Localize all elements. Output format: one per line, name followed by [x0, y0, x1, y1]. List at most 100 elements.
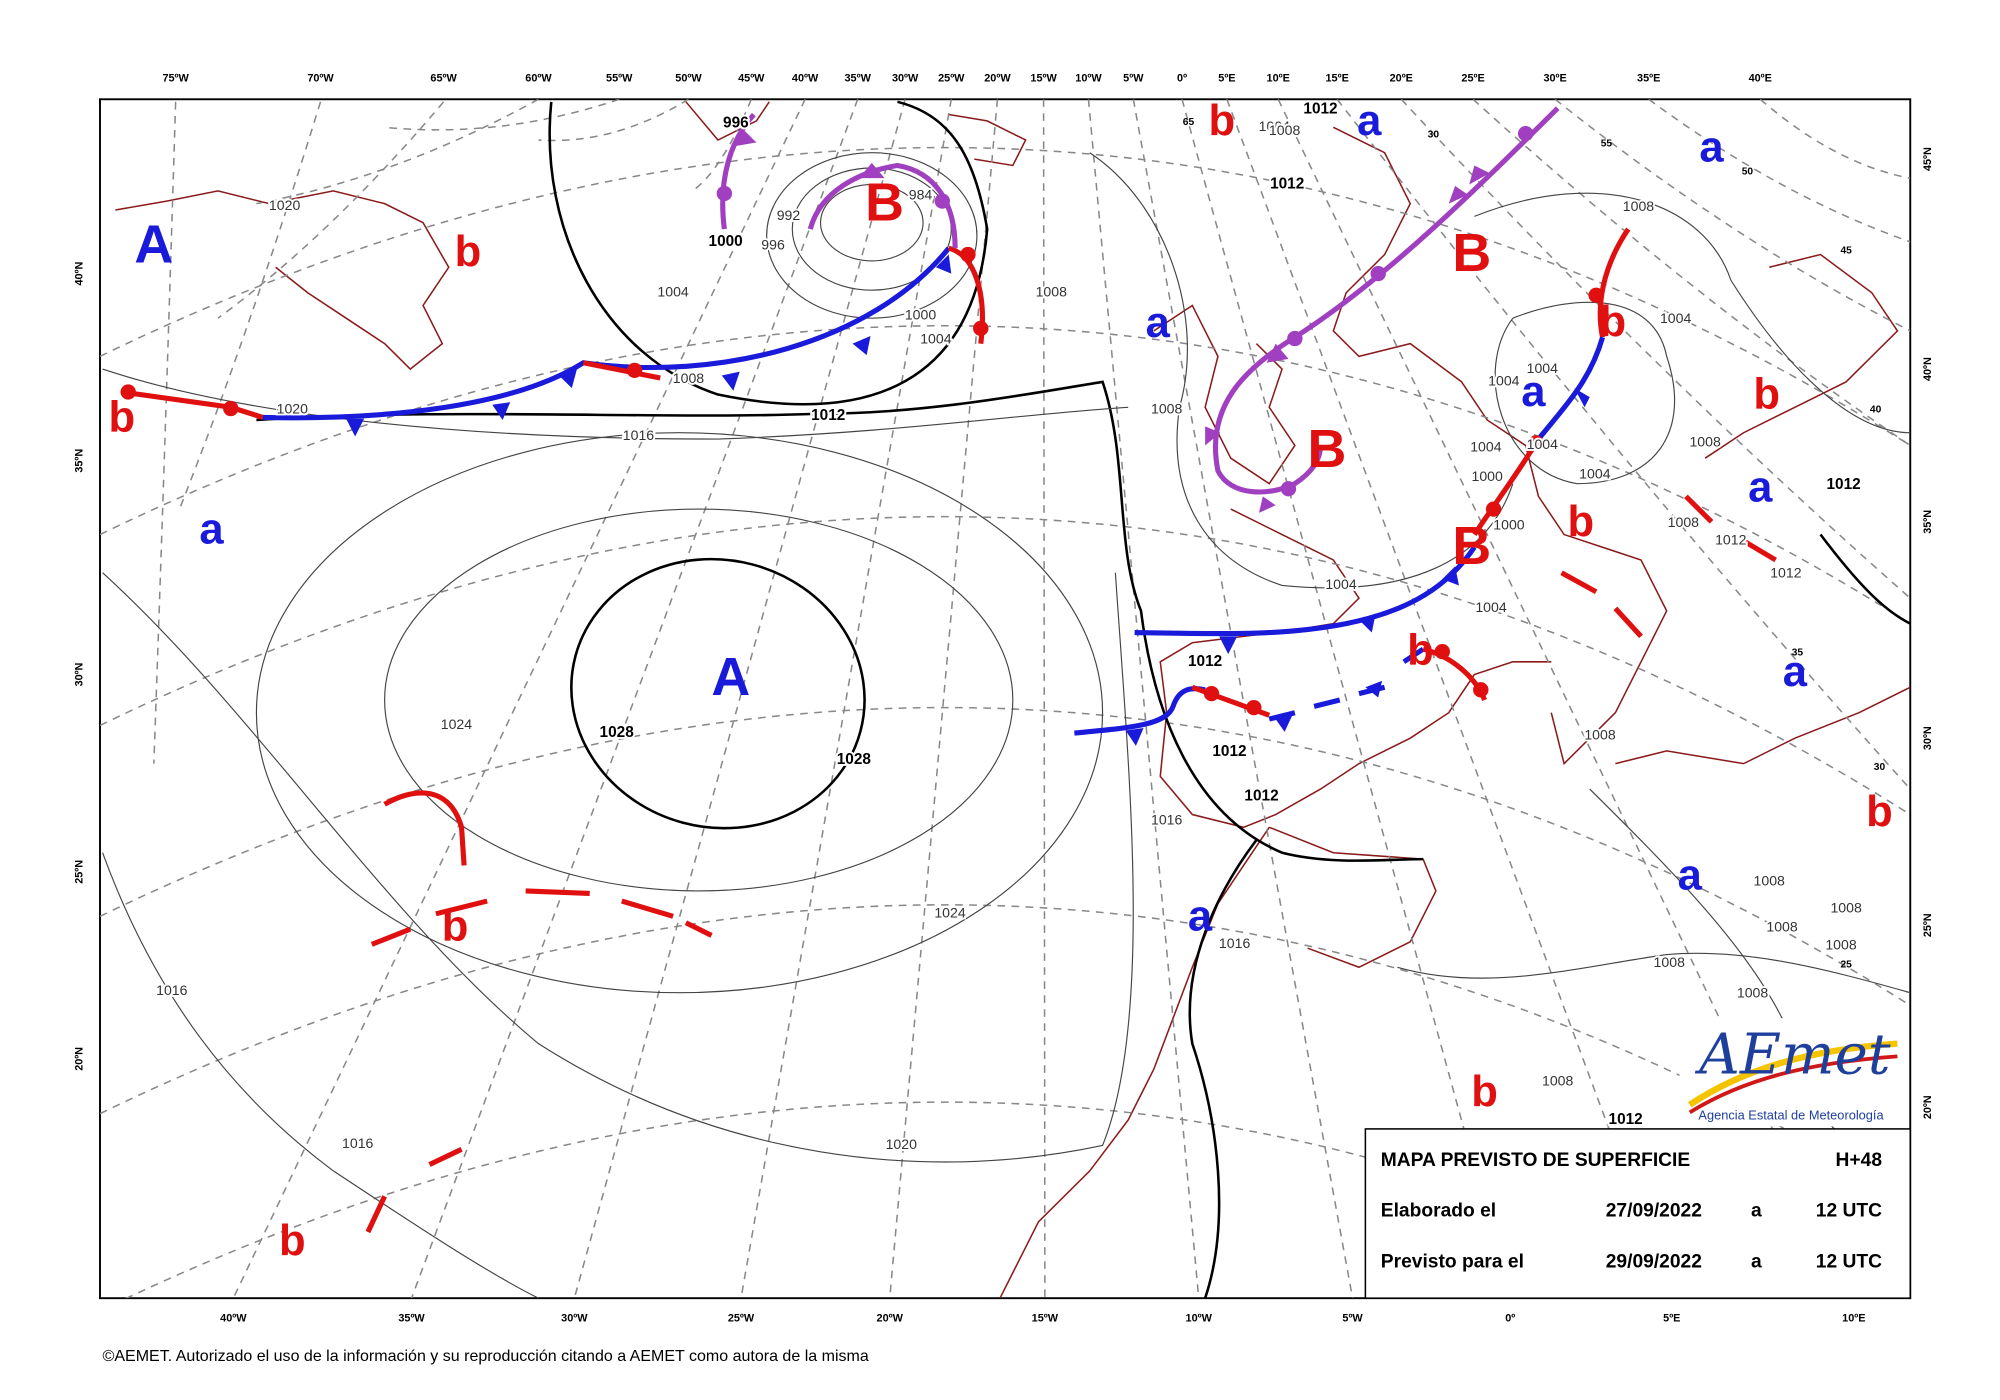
footer: ©AEMET. Autorizado el uso de la informac… [103, 1348, 869, 1365]
isobars [102, 100, 1911, 1299]
top-lon-label: 75ºW [162, 73, 189, 85]
top-lon-label: 60ºW [525, 73, 552, 85]
bottom-lon-label: 20ºW [877, 1312, 904, 1324]
bottom-lon-label: 15ºW [1032, 1312, 1059, 1324]
isobar-label: 1000 [1471, 468, 1503, 484]
meridian [410, 99, 859, 1299]
top-lon-label: 25ºE [1461, 73, 1484, 85]
isobar-label: 1012 [1270, 176, 1304, 193]
left-lat-label: 40ºN [73, 262, 85, 286]
meridian [1759, 99, 1911, 179]
pressure-center: a [1357, 97, 1382, 145]
isobar-label: 1016 [1219, 935, 1251, 951]
isobar-label: 1012 [1188, 653, 1222, 670]
isobar-label: 1008 [1269, 122, 1301, 138]
isobar-label: 1008 [1151, 401, 1183, 417]
isobar-label: 1008 [1654, 954, 1686, 970]
pressure-center: b [1866, 788, 1893, 836]
isobar-label: 1004 [1527, 360, 1559, 376]
isobar-label: 1004 [1475, 599, 1507, 615]
isobar-label: 1016 [1151, 812, 1183, 828]
pressure-center: a [1678, 852, 1703, 900]
isobar-label: 1004 [1259, 118, 1291, 134]
right-lat-label: 40ºN [1922, 357, 1934, 381]
pressure-center: A [711, 647, 750, 707]
meridian [538, 99, 689, 142]
top-lon-label: 55ºW [606, 73, 633, 85]
isobar-label: 1028 [600, 724, 635, 741]
inner-lat-label: 35 [1792, 648, 1804, 659]
isobar-label: 1008 [1754, 873, 1786, 889]
pressure-center: b [1208, 97, 1235, 145]
pressure-center: b [1407, 626, 1434, 674]
isobar-label: 1004 [1579, 465, 1611, 481]
bottom-lon-label: 10ºE [1842, 1312, 1865, 1324]
inner-lat-label: 55 [1601, 139, 1613, 150]
isobar-label: 1012 [1303, 101, 1337, 118]
meridian [1226, 99, 1673, 1299]
info-cell: Elaborado el [1381, 1201, 1496, 1222]
pressure-center: B [865, 172, 904, 232]
info-cell: a [1751, 1201, 1762, 1222]
top-lon-label: 20ºW [984, 73, 1011, 85]
bottom-lon-label: 5ºW [1342, 1312, 1363, 1324]
bottom-lon-label: 30ºW [561, 1312, 588, 1324]
isobar-label: 1012 [1609, 1111, 1643, 1128]
isobar-label: 1020 [277, 401, 309, 417]
top-lon-label: 35ºE [1637, 73, 1660, 85]
top-lon-label: 25ºW [938, 73, 965, 85]
pressure-center: b [1567, 498, 1594, 546]
right-lat-label: 25ºN [1922, 913, 1934, 937]
pressure-center: B [1307, 419, 1346, 479]
pressure-center: a [1188, 892, 1213, 940]
pressure-center: b [1600, 298, 1627, 346]
top-lon-label: 40ºE [1749, 73, 1772, 85]
pressure-center: a [1748, 464, 1773, 512]
top-lon-label: 10ºE [1267, 73, 1290, 85]
left-lat-label: 30ºN [73, 662, 85, 686]
top-lon-label: 15ºW [1030, 73, 1057, 85]
top-lon-label: 5ºE [1218, 73, 1235, 85]
bottom-lon-label: 10ºW [1186, 1312, 1213, 1324]
isobar-label: 992 [777, 207, 801, 223]
isobar-label: 1016 [342, 1135, 374, 1151]
isobar-label: 1016 [623, 427, 655, 443]
isobar-label: 1004 [1488, 373, 1520, 389]
pressure-center: a [199, 506, 224, 554]
left-lat-label: 35ºN [73, 449, 85, 473]
info-cell: 12 UTC [1816, 1201, 1882, 1222]
pressure-center: b [279, 1217, 306, 1265]
info-lead-time: H+48 [1836, 1150, 1883, 1171]
info-title: MAPA PREVISTO DE SUPERFICIE [1381, 1150, 1691, 1171]
logo-name: AEmet [1694, 1023, 1891, 1088]
meridian [1087, 99, 1200, 1299]
isobar-label: 1008 [1542, 1073, 1574, 1089]
meridian [178, 101, 322, 510]
isobar-label: 1020 [886, 1136, 918, 1152]
inner-lat-label: 50 [1742, 167, 1754, 178]
right-lat-label: 20ºN [1922, 1095, 1934, 1119]
pressure-center: b [455, 228, 482, 276]
top-lon-label: 30ºE [1543, 73, 1566, 85]
inner-lat-label: 30 [1428, 130, 1440, 141]
info-cell: 29/09/2022 [1606, 1252, 1702, 1273]
isobar-label: 1012 [1212, 743, 1246, 760]
meridian [1132, 99, 1354, 1299]
info-box: MAPA PREVISTO DE SUPERFICIE H+48 Elabora… [1364, 1128, 1912, 1299]
pressure-center: b [1753, 371, 1780, 419]
isobar-label: 1008 [1737, 985, 1769, 1001]
pressure-center: b [1471, 1068, 1498, 1116]
meridian [1042, 99, 1046, 1299]
info-cell: 12 UTC [1816, 1252, 1882, 1273]
top-lon-label: 15ºE [1326, 73, 1349, 85]
graticule [100, 99, 1911, 1299]
isobar-label: 1000 [709, 233, 743, 250]
info-cell: a [1751, 1252, 1762, 1273]
right-lat-label: 45ºN [1922, 147, 1934, 171]
isobar-label: 1024 [441, 716, 473, 732]
top-lon-label: 50ºW [675, 73, 702, 85]
pressure-center: a [1521, 368, 1546, 416]
isobar-label: 1008 [1825, 936, 1857, 952]
isobar-label: 1004 [1527, 436, 1559, 452]
pressure-center: a [1783, 648, 1808, 696]
